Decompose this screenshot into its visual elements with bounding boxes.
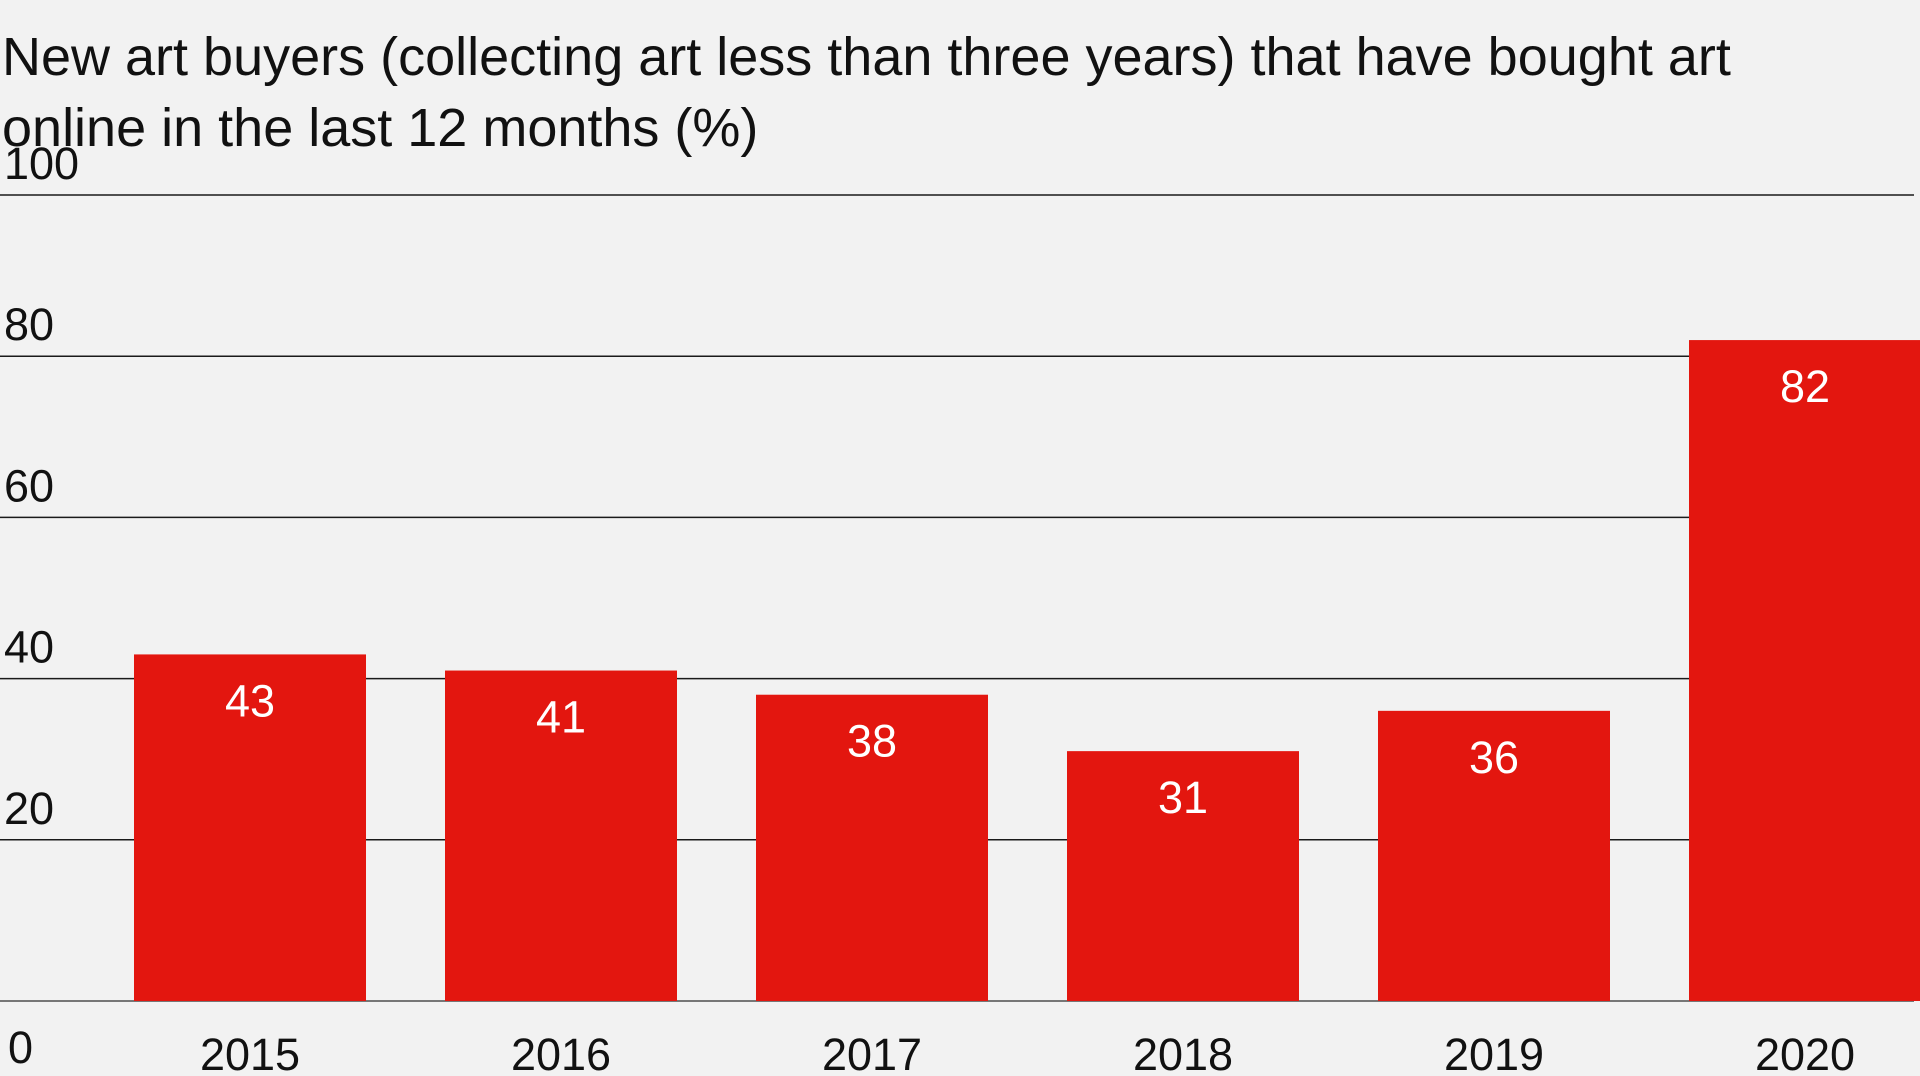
y-tick-label-40: 40 <box>4 622 54 673</box>
bar-2019 <box>1378 710 1610 1001</box>
x-tick-label-2016: 2016 <box>511 1029 611 1076</box>
y-tick-label-60: 60 <box>4 460 54 511</box>
x-tick-label-2018: 2018 <box>1133 1029 1233 1076</box>
y-tick-label-20: 20 <box>4 783 54 834</box>
x-tick-label-2019: 2019 <box>1444 1029 1544 1076</box>
bar-2015 <box>134 654 366 1001</box>
data-label-2019: 36 <box>1469 732 1519 783</box>
bars <box>134 340 1920 1002</box>
y-tick-label-0: 0 <box>8 1022 33 1073</box>
x-axis-categories: 2015 2016 2017 2018 2019 2020 <box>200 1029 1855 1076</box>
x-tick-label-2015: 2015 <box>200 1029 300 1076</box>
data-label-2016: 41 <box>536 692 586 743</box>
x-tick-label-2017: 2017 <box>822 1029 922 1076</box>
chart-title: New art buyers (collecting art less than… <box>2 27 1731 158</box>
y-tick-label-80: 80 <box>4 299 54 350</box>
x-tick-label-2020: 2020 <box>1755 1029 1855 1076</box>
data-label-2015: 43 <box>225 675 275 726</box>
bar-2018 <box>1067 751 1299 1001</box>
y-axis-ticks: 0 20 40 60 80 100 <box>4 138 79 1073</box>
bar-2016 <box>445 670 677 1001</box>
bar-2020 <box>1689 340 1920 1002</box>
data-label-2017: 38 <box>847 716 897 767</box>
bar-2017 <box>756 694 988 1001</box>
bar-data-labels: 43 41 38 31 36 82 <box>225 361 1830 823</box>
y-tick-label-100: 100 <box>4 138 79 189</box>
data-label-2020: 82 <box>1780 361 1830 412</box>
data-label-2018: 31 <box>1158 772 1208 823</box>
